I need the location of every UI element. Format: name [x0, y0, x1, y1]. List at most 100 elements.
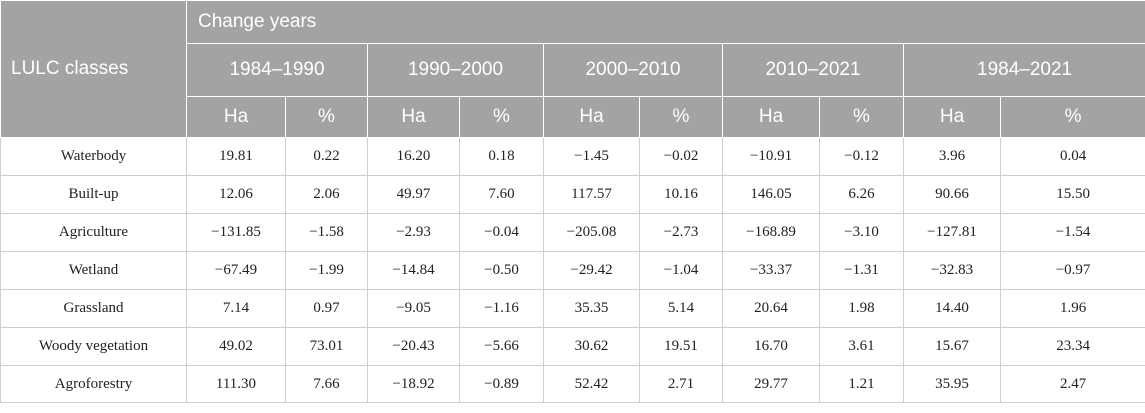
- lulc-class-name: Grassland: [0, 289, 187, 328]
- percent-header: %: [639, 96, 723, 138]
- ha-value-cell: 49.97: [367, 175, 460, 214]
- percent-header: %: [999, 96, 1145, 138]
- ha-value-cell: −9.05: [367, 289, 460, 328]
- period-header: 2010–2021: [722, 43, 904, 97]
- lulc-classes-header: LULC classes: [0, 0, 187, 138]
- table-row: Built-up 12.06 2.06 49.97 7.60 117.57 10.16 146…: [0, 175, 1145, 214]
- ha-value-cell: −10.91: [722, 137, 820, 176]
- ha-value-cell: 7.14: [186, 289, 286, 328]
- period-header: 1990–2000: [367, 43, 544, 97]
- ha-value-cell: 19.81: [186, 137, 286, 176]
- percent-value-cell: −2.73: [639, 213, 723, 252]
- percent-value-cell: 0.97: [285, 289, 368, 328]
- percent-value-cell: 2.06: [285, 175, 368, 214]
- percent-value-cell: 1.98: [819, 289, 904, 328]
- percent-value-cell: 1.96: [999, 289, 1145, 328]
- period-header: 1984–1990: [186, 43, 368, 97]
- ha-value-cell: 52.42: [543, 365, 640, 403]
- ha-value-cell: 146.05: [722, 175, 820, 214]
- ha-header: Ha: [367, 96, 460, 138]
- ha-value-cell: −2.93: [367, 213, 460, 252]
- ha-header: Ha: [543, 96, 640, 138]
- percent-value-cell: −1.16: [459, 289, 544, 328]
- percent-value-cell: 15.50: [999, 175, 1145, 214]
- percent-value-cell: 19.51: [639, 327, 723, 366]
- lulc-change-table: LULC classes Change years 1984–1990 1990…: [0, 0, 1145, 403]
- ha-value-cell: −131.85: [186, 213, 286, 252]
- ha-value-cell: 90.66: [903, 175, 1001, 214]
- ha-value-cell: −168.89: [722, 213, 820, 252]
- ha-value-cell: 20.64: [722, 289, 820, 328]
- ha-value-cell: −67.49: [186, 251, 286, 290]
- ha-value-cell: 3.96: [903, 137, 1001, 176]
- ha-value-cell: −33.37: [722, 251, 820, 290]
- ha-value-cell: −127.81: [903, 213, 1001, 252]
- ha-value-cell: 111.30: [186, 365, 286, 403]
- percent-value-cell: 2.71: [639, 365, 723, 403]
- lulc-class-name: Built-up: [0, 175, 187, 214]
- percent-value-cell: −0.02: [639, 137, 723, 176]
- percent-header: %: [285, 96, 368, 138]
- percent-value-cell: −3.10: [819, 213, 904, 252]
- percent-value-cell: −1.58: [285, 213, 368, 252]
- table-row: Woody vegetation 49.02 73.01 −20.43 −5.66 30.…: [0, 327, 1145, 366]
- ha-header: Ha: [186, 96, 286, 138]
- change-years-header: Change years: [185, 0, 1145, 44]
- percent-value-cell: −0.89: [459, 365, 544, 403]
- ha-value-cell: −32.83: [903, 251, 1001, 290]
- table-row: Grassland 7.14 0.97 −9.05 −1.16 35.35 5.14 20.6…: [0, 289, 1145, 328]
- ha-value-cell: 35.95: [903, 365, 1001, 403]
- table-row: Agriculture −131.85 −1.58 −2.93 −0.04 −205.08…: [0, 213, 1145, 252]
- percent-value-cell: 5.14: [639, 289, 723, 328]
- percent-value-cell: 6.26: [819, 175, 904, 214]
- table-row: Agroforestry 111.30 7.66 −18.92 −0.89 52.42 2.…: [0, 365, 1145, 403]
- percent-value-cell: 2.47: [999, 365, 1145, 403]
- ha-value-cell: 16.20: [367, 137, 460, 176]
- percent-value-cell: −1.99: [285, 251, 368, 290]
- ha-value-cell: 117.57: [543, 175, 640, 214]
- lulc-class-name: Agroforestry: [0, 365, 187, 403]
- table-body: Waterbody 19.81 0.22 16.20 0.18 −1.45 −0.02 −10…: [0, 137, 1145, 403]
- ha-header: Ha: [722, 96, 820, 138]
- percent-value-cell: 3.61: [819, 327, 904, 366]
- ha-value-cell: −205.08: [543, 213, 640, 252]
- ha-value-cell: 12.06: [186, 175, 286, 214]
- period-header: 2000–2010: [543, 43, 723, 97]
- ha-value-cell: −14.84: [367, 251, 460, 290]
- lulc-class-name: Wetland: [0, 251, 187, 290]
- table-row: Waterbody 19.81 0.22 16.20 0.18 −1.45 −0.02 −10…: [0, 137, 1145, 176]
- percent-value-cell: 7.66: [285, 365, 368, 403]
- ha-value-cell: −29.42: [543, 251, 640, 290]
- percent-value-cell: −0.50: [459, 251, 544, 290]
- percent-value-cell: 0.22: [285, 137, 368, 176]
- ha-value-cell: −1.45: [543, 137, 640, 176]
- percent-value-cell: 1.21: [819, 365, 904, 403]
- percent-header: %: [459, 96, 544, 138]
- percent-value-cell: −1.31: [819, 251, 904, 290]
- percent-value-cell: 7.60: [459, 175, 544, 214]
- ha-header: Ha: [903, 96, 1001, 138]
- ha-value-cell: 35.35: [543, 289, 640, 328]
- lulc-class-name: Waterbody: [0, 137, 187, 176]
- percent-value-cell: −5.66: [459, 327, 544, 366]
- table-row: Wetland −67.49 −1.99 −14.84 −0.50 −29.42 −1.04…: [0, 251, 1145, 290]
- percent-value-cell: −1.54: [999, 213, 1145, 252]
- lulc-class-name: Woody vegetation: [0, 327, 187, 366]
- percent-value-cell: 0.18: [459, 137, 544, 176]
- lulc-class-name: Agriculture: [0, 213, 187, 252]
- percent-value-cell: −0.04: [459, 213, 544, 252]
- ha-value-cell: 15.67: [903, 327, 1001, 366]
- percent-value-cell: 73.01: [285, 327, 368, 366]
- period-header: 1984–2021: [902, 43, 1145, 97]
- ha-value-cell: −18.92: [367, 365, 460, 403]
- percent-value-cell: −0.12: [819, 137, 904, 176]
- percent-value-cell: 10.16: [639, 175, 723, 214]
- percent-value-cell: −1.04: [639, 251, 723, 290]
- percent-value-cell: 0.04: [999, 137, 1145, 176]
- ha-value-cell: −20.43: [367, 327, 460, 366]
- percent-header: %: [819, 96, 904, 138]
- ha-value-cell: 16.70: [722, 327, 820, 366]
- ha-value-cell: 14.40: [903, 289, 1001, 328]
- percent-value-cell: 23.34: [999, 327, 1145, 366]
- ha-value-cell: 29.77: [722, 365, 820, 403]
